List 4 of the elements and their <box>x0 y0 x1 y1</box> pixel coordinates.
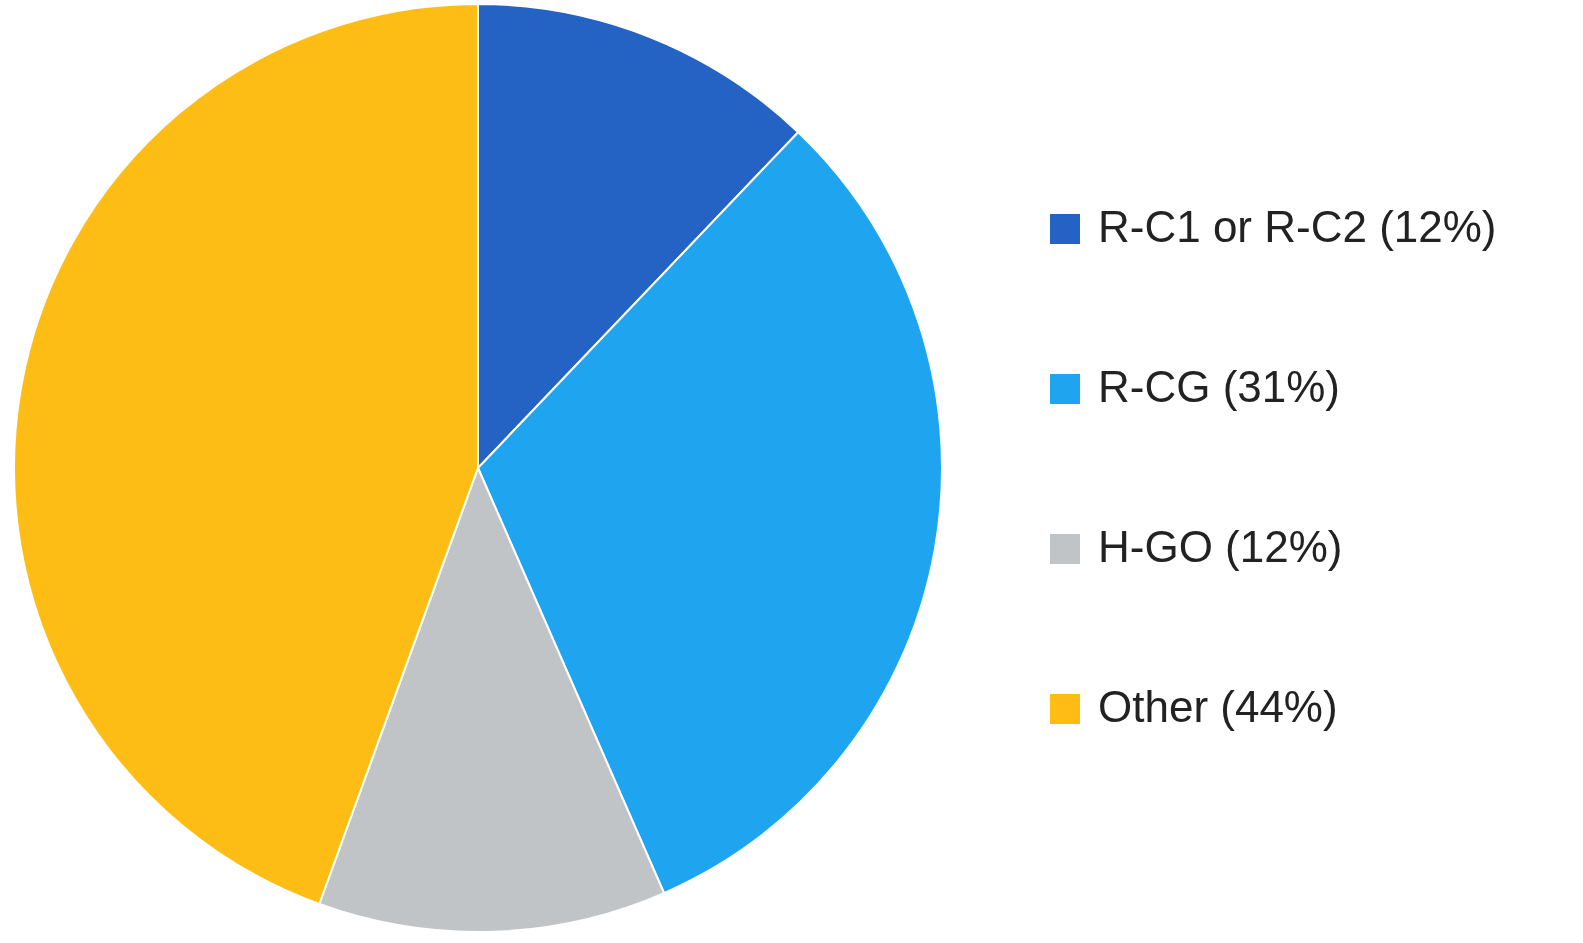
legend-label: R-CG (31%) <box>1098 362 1341 411</box>
legend-label: H-GO (12%) <box>1098 522 1343 571</box>
legend-label: Other (44%) <box>1098 682 1338 731</box>
legend-label: R-C1 or R-C2 (12%) <box>1098 202 1497 251</box>
